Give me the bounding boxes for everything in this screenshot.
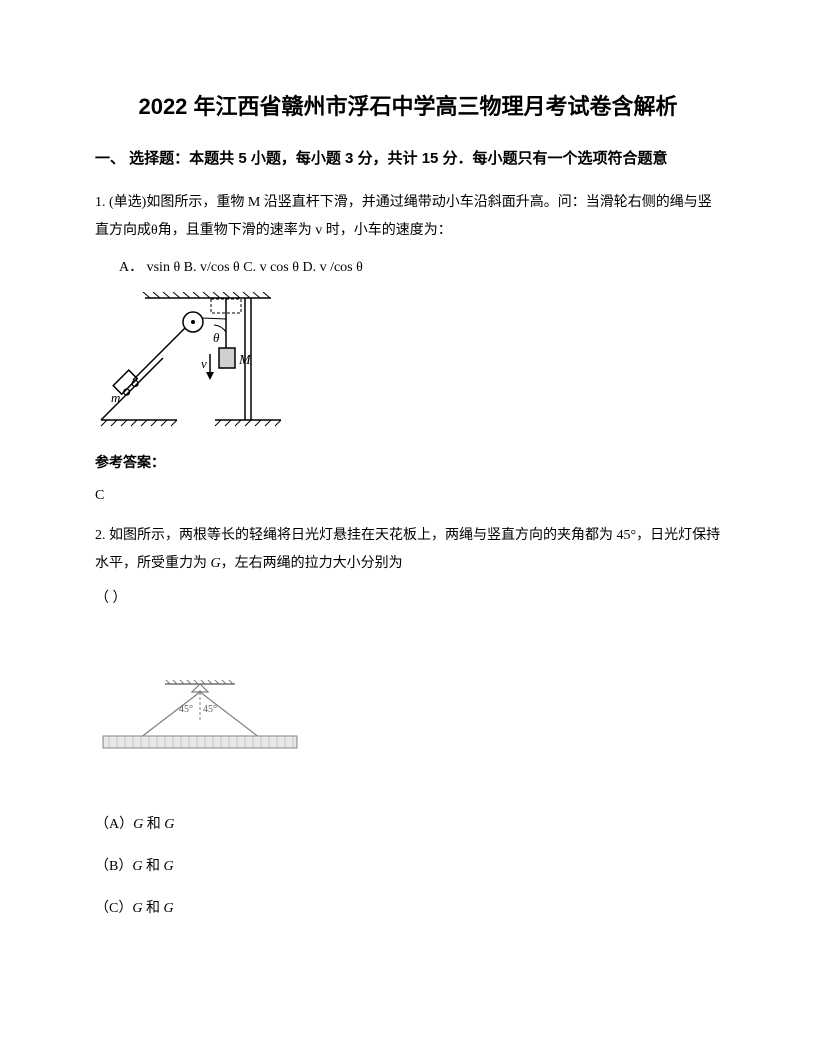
question-1-stem: 1. (单选)如图所示，重物 M 沿竖直杆下滑，并通过绳带动小车沿斜面升高。问：… [95, 189, 721, 245]
q2-b-pre: （B） [95, 859, 132, 874]
q2-option-a: （A）G 和 G [95, 814, 721, 836]
svg-text:θ: θ [213, 330, 220, 345]
q2-c-g1: G [132, 901, 142, 916]
question-2-figure: 45° 45° [95, 680, 721, 769]
q2-option-c: （C）G 和 G [95, 898, 721, 920]
q2-a-pre: （A） [95, 817, 133, 832]
svg-text:v: v [201, 356, 207, 371]
question-2-stem: 2. 如图所示，两根等长的轻绳将日光灯悬挂在天花板上，两绳与竖直方向的夹角都为 … [95, 522, 721, 578]
question-1-options: A． vsin θ B. v/cos θ C. v cos θ D. v /co… [119, 255, 721, 280]
q2-g1: G [211, 556, 221, 571]
question-1-figure: θ M v m [95, 292, 721, 441]
svg-text:45°: 45° [203, 704, 217, 715]
q2-b-mid: 和 [142, 859, 163, 874]
q2-a-mid: 和 [143, 817, 164, 832]
answer-label-1: 参考答案： [95, 453, 721, 475]
q2-b-g2: G [163, 859, 173, 874]
q2-a-g1: G [133, 817, 143, 832]
q2-c-g2: G [163, 901, 173, 916]
svg-text:45°: 45° [179, 704, 193, 715]
q2-c-mid: 和 [142, 901, 163, 916]
answer-1: C [95, 485, 721, 507]
section-header: 一、 选择题：本题共 5 小题，每小题 3 分，共计 15 分．每小题只有一个选… [95, 147, 721, 171]
q2-b-g1: G [132, 859, 142, 874]
q2-a-g2: G [164, 817, 174, 832]
q2-c-pre: （C） [95, 901, 132, 916]
q2-text-a: 2. 如图所示，两根等长的轻绳将日光灯悬挂在天花板上，两绳与竖直方向的夹角都为 … [95, 528, 720, 571]
question-2-paren: （ ） [95, 588, 721, 610]
q2-option-b: （B）G 和 G [95, 856, 721, 878]
svg-text:m: m [111, 390, 120, 405]
page-title: 2022 年江西省赣州市浮石中学高三物理月考试卷含解析 [95, 90, 721, 123]
q2-text-b: ，左右两绳的拉力大小分别为 [221, 556, 403, 571]
